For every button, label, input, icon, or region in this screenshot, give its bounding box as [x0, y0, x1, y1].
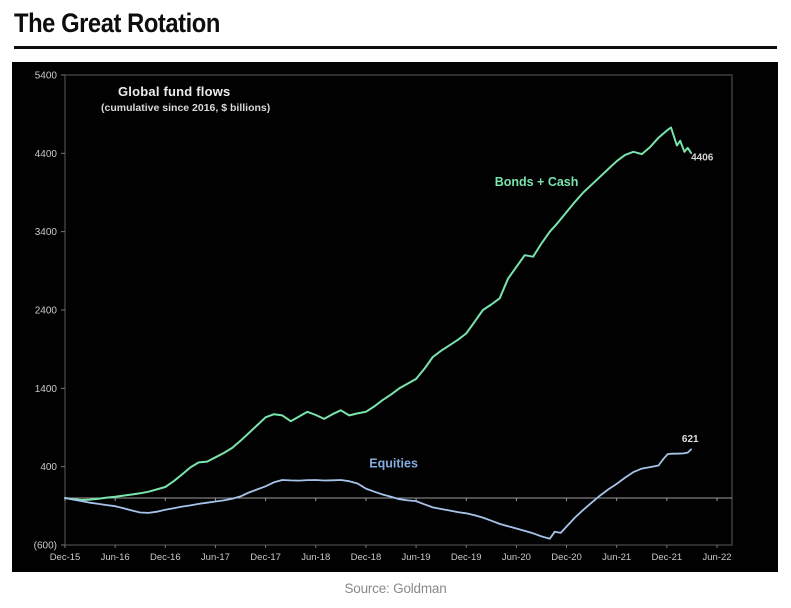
y-tick-label: 1400: [35, 384, 58, 395]
x-tick-label: Dec-18: [351, 552, 382, 563]
fund-flows-chart: Dec-15 Jun-16 Dec-16 Jun-17 Dec-17 Jun-18 Dec-…: [34, 71, 733, 563]
x-tick-label: Dec-19: [451, 552, 482, 563]
bonds-cash-series-label: Bonds + Cash: [495, 175, 579, 189]
title-divider: [14, 46, 777, 49]
y-tick-label: 400: [40, 462, 57, 473]
y-tick-label: 4400: [35, 149, 58, 160]
bonds-cash-line: [64, 126, 693, 501]
chart-subtitle: (cumulative since 2016, $ billions): [101, 102, 271, 114]
y-tick-label: (600): [34, 541, 57, 552]
source-caption: Source: Goldman: [344, 581, 447, 596]
y-tick-label: 5400: [35, 71, 58, 82]
bonds-cash-end-value: 4406: [691, 152, 714, 163]
x-tick-label: Jun-17: [201, 552, 230, 563]
x-tick-label: Dec-21: [652, 552, 683, 563]
chart-panel: Dec-15 Jun-16 Dec-16 Jun-17 Dec-17 Jun-18 Dec-…: [12, 62, 778, 572]
x-tick-label: Dec-15: [50, 552, 81, 563]
x-tick-label: Jun-21: [602, 552, 631, 563]
x-tick-label: Jun-16: [101, 552, 130, 563]
x-tick-label: Jun-19: [402, 552, 431, 563]
chart-title: Global fund flows: [118, 84, 231, 99]
equities-line: [64, 448, 692, 540]
y-tick-label: 2400: [35, 306, 58, 317]
x-tick-label: Jun-22: [702, 552, 731, 563]
x-tick-label: Dec-17: [250, 552, 281, 563]
x-tick-label: Dec-20: [551, 552, 582, 563]
page-title: The Great Rotation: [14, 8, 220, 38]
plot-frame: [64, 74, 733, 546]
x-tick-label: Jun-18: [301, 552, 330, 563]
x-tick-label: Jun-20: [502, 552, 531, 563]
equities-end-value: 621: [682, 434, 699, 445]
y-tick-label: 3400: [35, 227, 58, 238]
x-tick-label: Dec-16: [150, 552, 181, 563]
equities-series-label: Equities: [369, 456, 418, 470]
